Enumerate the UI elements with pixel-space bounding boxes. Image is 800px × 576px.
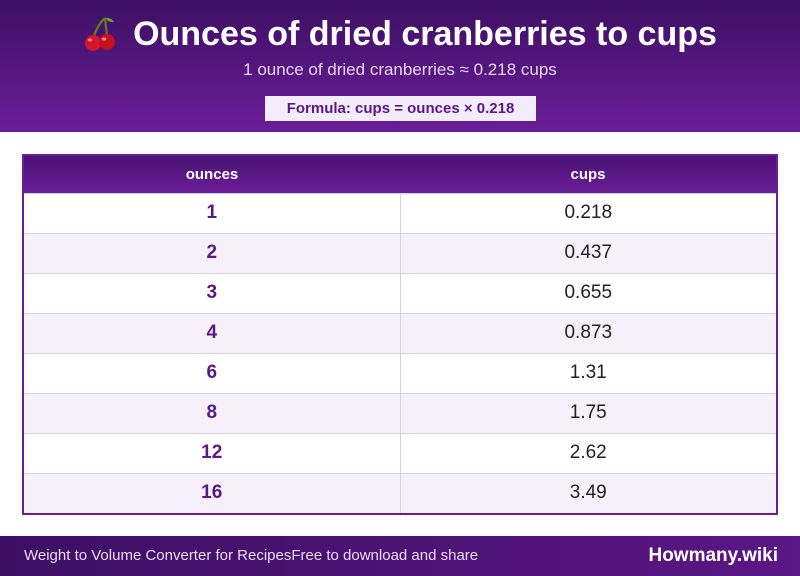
ounces-cell: 6 — [24, 352, 401, 393]
footer: Weight to Volume Converter for RecipesFr… — [0, 536, 800, 576]
column-header-cups: cups — [570, 165, 606, 183]
ounces-cell: 12 — [24, 432, 401, 473]
header-row: ounces cups — [24, 156, 776, 193]
footer-tagline: Weight to Volume Converter for RecipesFr… — [24, 547, 479, 564]
cups-cell: 3.49 — [400, 472, 776, 513]
table-row: 12 2.62 — [24, 432, 776, 473]
cups-cell: 0.218 — [400, 192, 776, 233]
cups-cell: 1.75 — [400, 392, 776, 433]
table-body: 1 0.218 2 0.437 3 0.655 4 0.873 6 1.31 8… — [24, 192, 776, 513]
table-row: 16 3.49 — [24, 472, 776, 513]
table-row: 4 0.873 — [24, 312, 776, 353]
title-row: Ounces of dried cranberries to cups — [0, 12, 800, 56]
column-header-ounces: ounces — [185, 165, 239, 183]
conversion-table: ounces cups 1 0.218 2 0.437 3 0.655 4 0.… — [22, 154, 778, 515]
table-row: 2 0.437 — [24, 232, 776, 273]
ounces-cell: 1 — [24, 192, 401, 233]
table-row: 3 0.655 — [24, 272, 776, 313]
cups-cell: 0.655 — [400, 272, 776, 313]
table: ounces cups 1 0.218 2 0.437 3 0.655 4 0.… — [24, 156, 776, 513]
cups-cell: 2.62 — [400, 432, 776, 473]
cups-cell: 0.873 — [400, 312, 776, 353]
table-row: 6 1.31 — [24, 352, 776, 393]
formula-badge: Formula: cups = ounces × 0.218 — [265, 96, 536, 121]
cups-cell: 1.31 — [400, 352, 776, 393]
table-row: 8 1.75 — [24, 392, 776, 433]
ounces-cell: 16 — [24, 472, 401, 513]
footer-brand-link[interactable]: Howmany.wiki — [648, 545, 778, 566]
ounces-cell: 8 — [24, 392, 401, 433]
ounces-cell: 4 — [24, 312, 401, 353]
cups-cell: 0.437 — [400, 232, 776, 273]
ounces-cell: 2 — [24, 232, 401, 273]
table-row: 1 0.218 — [24, 192, 776, 233]
cherry-icon — [83, 15, 117, 53]
header: Ounces of dried cranberries to cups 1 ou… — [0, 0, 800, 132]
table-header: ounces cups — [24, 156, 776, 193]
ounces-cell: 3 — [24, 272, 401, 313]
subtitle: 1 ounce of dried cranberries ≈ 0.218 cup… — [243, 60, 557, 79]
page-title: Ounces of dried cranberries to cups — [133, 14, 717, 53]
